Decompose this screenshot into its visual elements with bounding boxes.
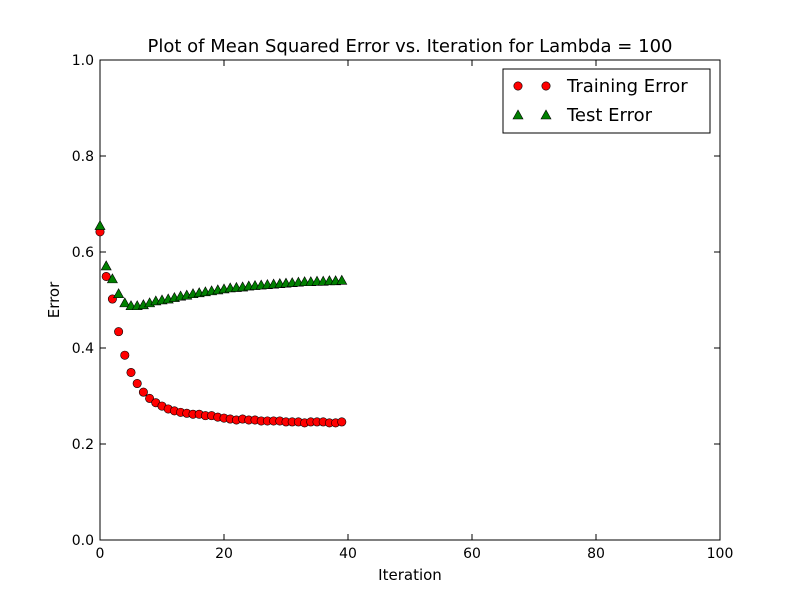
y-tick-label: 1.0 [72,53,94,69]
plot-area [99,59,721,541]
y-axis-label: Error [45,281,63,318]
x-tick-label: 100 [707,546,734,562]
x-tick-label: 40 [339,546,357,562]
training-error-point [337,417,347,427]
axis-ticks: 0 20 40 60 80 100 0.0 0.2 0.4 0.6 0.8 1.0 [72,53,734,562]
y-tick-label: 0.0 [72,533,94,549]
legend-label: Test Error [566,105,653,126]
series-test-error [94,219,348,311]
x-tick-label: 80 [587,546,605,562]
training-error-point [120,350,130,360]
data-marks [94,219,348,428]
legend-marker-training-left [513,81,523,91]
plot-frame [99,59,721,541]
training-error-point [132,379,142,389]
x-tick-label: 0 [96,546,105,562]
test-error-point [119,297,131,308]
test-error-point [336,274,348,285]
y-tick-label: 0.4 [72,341,94,357]
legend-marker-test-left [512,109,524,120]
test-error-point [100,260,112,271]
training-error-point [101,271,111,281]
x-tick-label: 60 [463,546,481,562]
training-error-point [126,367,136,377]
legend: Training Error Test Error [502,68,711,134]
legend-label: Training Error [566,76,688,97]
y-tick-label: 0.8 [72,149,94,165]
legend-marker-test-right [540,109,552,120]
chart-title: Plot of Mean Squared Error vs. Iteration… [148,36,673,57]
training-error-point [145,393,155,403]
series-training-error [95,227,347,428]
legend-frame [502,68,711,134]
x-axis-label: Iteration [378,566,442,584]
legend-marker-training-right [541,81,551,91]
y-tick-label: 0.2 [72,437,94,453]
training-error-point [138,387,148,397]
training-error-point [114,327,124,337]
test-error-point [113,288,125,299]
x-tick-label: 20 [215,546,233,562]
test-error-point [106,273,118,284]
y-tick-label: 0.6 [72,245,94,261]
test-error-point [94,219,106,230]
